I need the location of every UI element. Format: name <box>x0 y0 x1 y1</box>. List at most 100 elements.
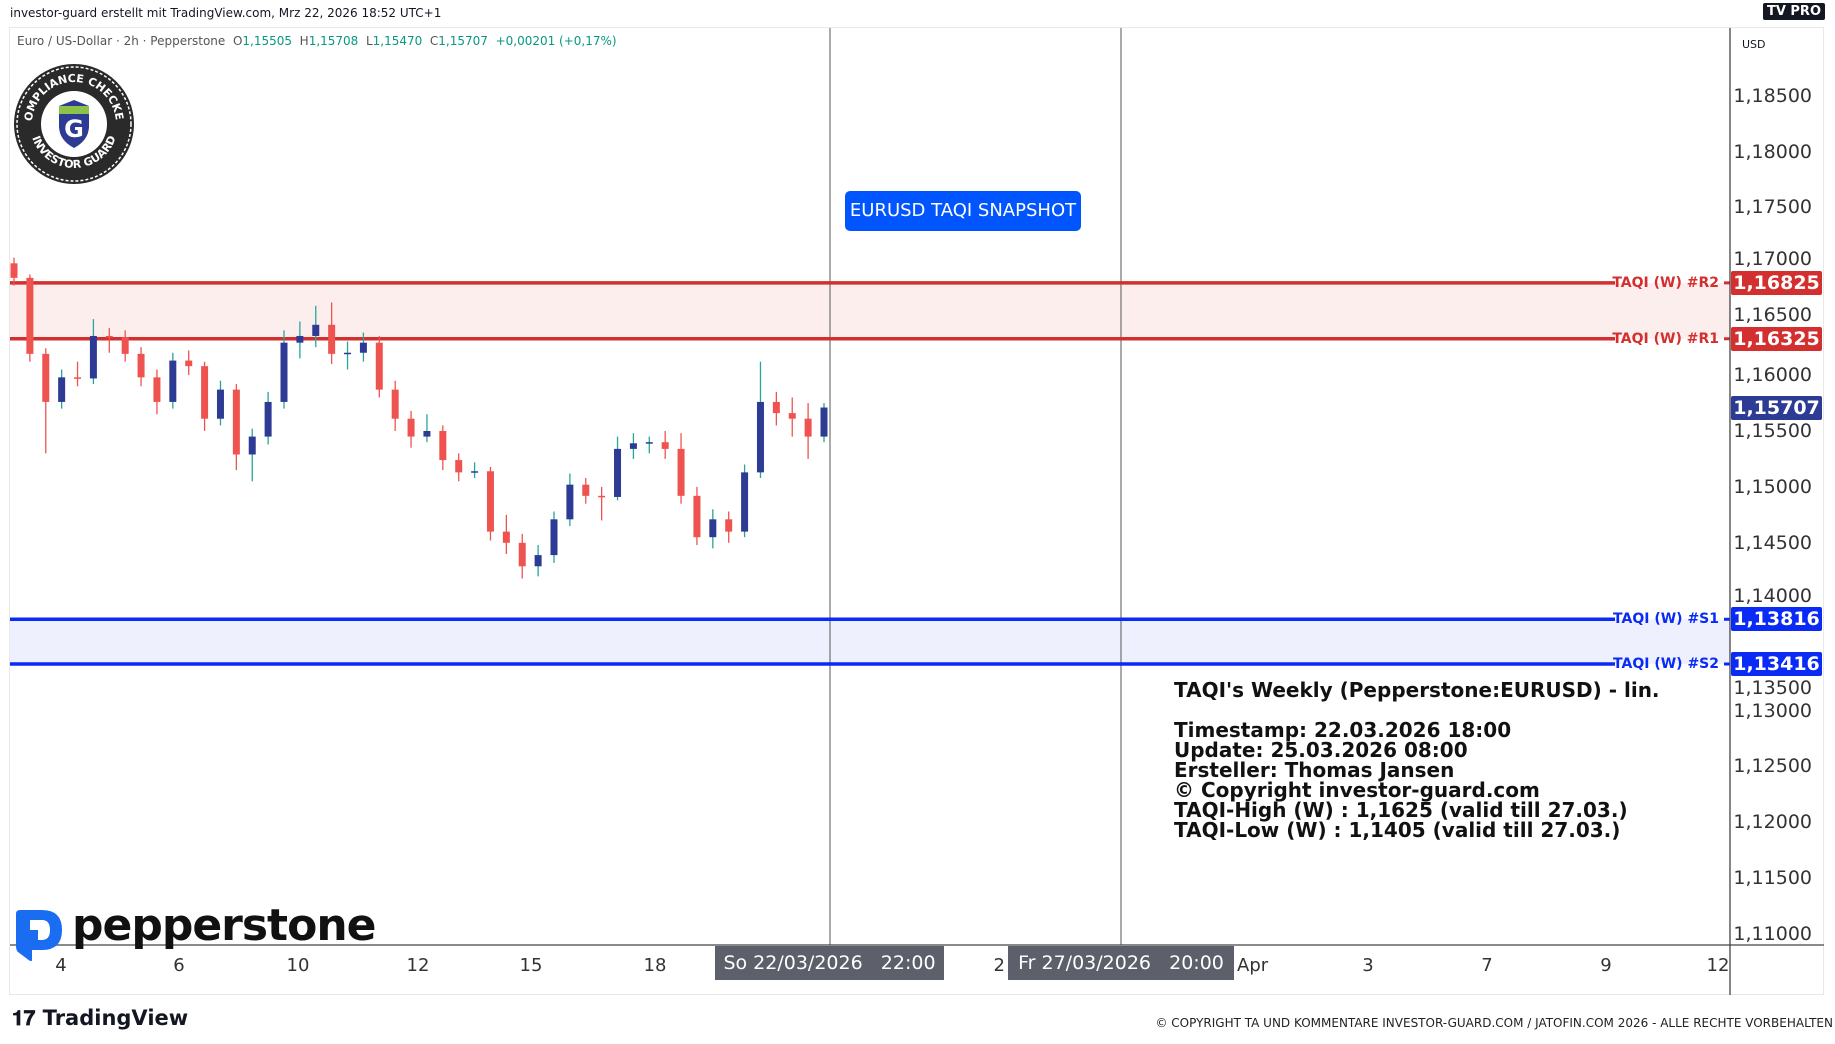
candle-body <box>486 471 494 532</box>
candle <box>280 330 288 409</box>
price-tick-label: 1,11000 <box>1733 923 1812 946</box>
snapshot-label-button[interactable]: EURUSD TAQI SNAPSHOT <box>845 191 1081 231</box>
price-tick-label: 1,13000 <box>1733 699 1812 722</box>
candle-body <box>407 418 415 437</box>
candle <box>89 319 97 385</box>
change-value: +0,00201 (+0,17%) <box>495 34 617 48</box>
candle <box>756 361 764 478</box>
candle-body <box>709 519 717 538</box>
candle-body <box>58 377 66 402</box>
time-tick-label: 18 <box>643 955 667 976</box>
last-price-tag: 1,15707 <box>1731 395 1822 420</box>
candle-body <box>566 484 574 520</box>
candle-body <box>550 519 558 556</box>
candle <box>725 511 733 543</box>
low-value: 1,15470 <box>372 34 423 48</box>
price-tick-label: 1,12500 <box>1733 755 1812 778</box>
candle <box>264 391 272 445</box>
high-label: H <box>299 34 309 48</box>
candle-body <box>74 377 82 379</box>
currency-label[interactable]: USD <box>1742 38 1766 51</box>
taqi-info-box: TAQI's Weekly (Pepperstone:EURUSD) - lin… <box>1174 680 1660 840</box>
level-price-tag: 1,16825 <box>1731 270 1822 295</box>
candle-body <box>105 335 113 338</box>
candle <box>185 350 193 376</box>
candle <box>248 428 256 482</box>
candle <box>788 397 796 437</box>
candle-body <box>201 366 209 419</box>
candle <box>439 425 447 471</box>
candle <box>74 361 82 387</box>
candle-body <box>661 442 669 449</box>
candle <box>344 341 352 370</box>
candle <box>804 403 812 459</box>
level-price-tag: 1,13816 <box>1731 607 1822 632</box>
time-tick-label: 7 <box>1481 955 1493 976</box>
candle <box>296 321 304 359</box>
pepperstone-logo-icon <box>16 910 62 962</box>
info-line: TAQI-Low (W) : 1,1405 (valid till 27.03.… <box>1174 818 1621 842</box>
price-tick-label: 1,18500 <box>1733 84 1812 107</box>
candle <box>629 433 637 459</box>
symbol-legend: Euro / US-Dollar · 2h · Pepperstone O1,1… <box>17 34 617 48</box>
price-tick-label: 1,15000 <box>1733 475 1812 498</box>
candle-body <box>820 407 828 437</box>
time-tick-label: 15 <box>519 955 543 976</box>
level-label: TAQI (W) #R1 <box>1612 330 1719 347</box>
level-price-tag: 1,16325 <box>1731 326 1822 351</box>
candle <box>153 369 161 415</box>
candle-body <box>248 436 256 455</box>
price-tick-label: 1,18000 <box>1733 140 1812 163</box>
candle-body <box>582 484 590 496</box>
candle-body <box>629 443 637 449</box>
candle-body <box>89 335 97 379</box>
price-tick-label: 1,13500 <box>1733 676 1812 699</box>
candle <box>534 545 542 577</box>
candle-body <box>121 337 129 354</box>
candle <box>486 466 494 541</box>
candle <box>614 436 622 501</box>
level-label: TAQI (W) #R2 <box>1612 274 1719 291</box>
candle-body <box>264 401 272 437</box>
candle <box>677 433 685 504</box>
price-tick-label: 1,16000 <box>1733 364 1812 387</box>
candle <box>518 533 526 579</box>
candle <box>741 464 749 538</box>
candle-body <box>42 353 50 402</box>
time-tick-label: 12 <box>406 955 430 976</box>
candle-body <box>26 277 34 354</box>
tradingview-logo[interactable]: 𝟏𝟕 TradingView <box>12 1006 188 1031</box>
price-tick-label: 1,14000 <box>1733 584 1812 607</box>
candle <box>216 380 224 426</box>
candle <box>598 486 606 521</box>
candle-body <box>693 495 701 538</box>
price-tick-label: 1,17500 <box>1733 196 1812 219</box>
candle-body <box>534 555 542 567</box>
candle <box>42 348 50 454</box>
candle-body <box>788 413 796 419</box>
candle <box>26 274 34 362</box>
candle-body <box>391 389 399 419</box>
candle <box>391 380 399 431</box>
level-price-tag: 1,13416 <box>1731 651 1822 676</box>
compliance-checked-seal: COMPLIANCE CHECKED INVESTOR GUARD G <box>12 62 134 184</box>
support-zone <box>10 619 1730 664</box>
candle-body <box>216 389 224 419</box>
time-tick-label: Apr <box>1237 955 1269 976</box>
chart-pane[interactable] <box>9 27 1824 995</box>
info-line: Update: 25.03.2026 08:00 <box>1174 738 1468 762</box>
candle <box>407 410 415 448</box>
info-line: Timestamp: 22.03.2026 18:00 <box>1174 718 1512 742</box>
candle-body <box>677 448 685 496</box>
info-title: TAQI's Weekly (Pepperstone:EURUSD) - lin… <box>1174 678 1660 702</box>
price-tick-label: 1,12000 <box>1733 811 1812 834</box>
footer-copyright: © COPYRIGHT TA UND KOMMENTARE INVESTOR-G… <box>1155 1016 1833 1030</box>
tradingview-logo-icon: 𝟏𝟕 <box>12 1006 43 1030</box>
level-label: TAQI (W) #S1 <box>1613 611 1719 628</box>
candle <box>169 352 177 409</box>
candle <box>772 391 780 426</box>
candle <box>423 414 431 443</box>
time-tick-label: 4 <box>55 955 67 976</box>
info-line: TAQI-High (W) : 1,1625 (valid till 27.03… <box>1174 798 1628 822</box>
